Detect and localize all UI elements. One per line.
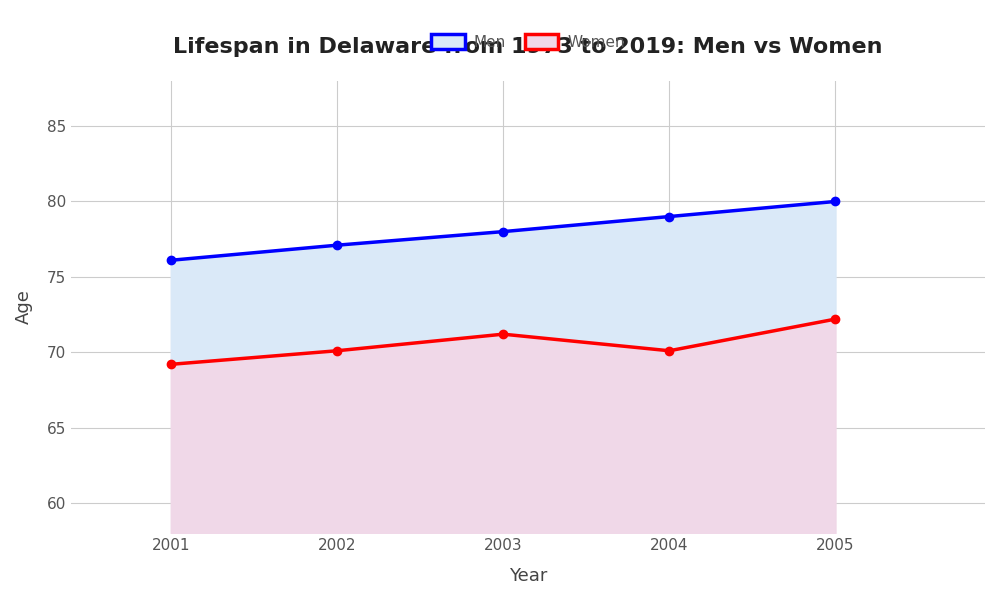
Legend: Men, Women: Men, Women [431,34,625,50]
X-axis label: Year: Year [509,567,547,585]
Title: Lifespan in Delaware from 1973 to 2019: Men vs Women: Lifespan in Delaware from 1973 to 2019: … [173,37,883,57]
Y-axis label: Age: Age [15,290,33,325]
